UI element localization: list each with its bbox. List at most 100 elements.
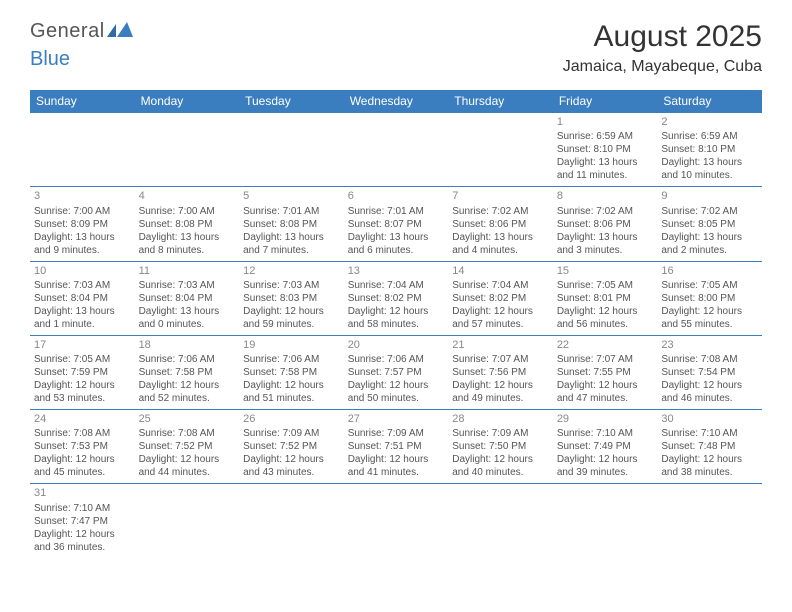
day-number: 16 <box>661 264 758 278</box>
calendar-cell: 18Sunrise: 7:06 AMSunset: 7:58 PMDayligh… <box>135 335 240 409</box>
logo-text-general: General <box>30 20 105 43</box>
daylight-text: and 38 minutes. <box>661 466 758 479</box>
sunrise-text: Sunrise: 7:09 AM <box>348 427 445 440</box>
sunset-text: Sunset: 8:02 PM <box>452 292 549 305</box>
sunrise-text: Sunrise: 7:05 AM <box>34 353 131 366</box>
sunset-text: Sunset: 7:48 PM <box>661 440 758 453</box>
daylight-text: and 4 minutes. <box>452 244 549 257</box>
calendar-cell: 4Sunrise: 7:00 AMSunset: 8:08 PMDaylight… <box>135 187 240 261</box>
daylight-text: Daylight: 12 hours <box>661 453 758 466</box>
day-number: 11 <box>139 264 236 278</box>
daylight-text: and 56 minutes. <box>557 318 654 331</box>
daylight-text: Daylight: 12 hours <box>557 453 654 466</box>
calendar-cell: 17Sunrise: 7:05 AMSunset: 7:59 PMDayligh… <box>30 335 135 409</box>
daylight-text: and 3 minutes. <box>557 244 654 257</box>
day-number: 7 <box>452 189 549 203</box>
calendar-row: 3Sunrise: 7:00 AMSunset: 8:09 PMDaylight… <box>30 187 762 261</box>
sunset-text: Sunset: 7:59 PM <box>34 366 131 379</box>
daylight-text: Daylight: 13 hours <box>557 156 654 169</box>
calendar-cell: 26Sunrise: 7:09 AMSunset: 7:52 PMDayligh… <box>239 410 344 484</box>
day-number: 10 <box>34 264 131 278</box>
sunset-text: Sunset: 8:02 PM <box>348 292 445 305</box>
day-number: 15 <box>557 264 654 278</box>
day-number: 4 <box>139 189 236 203</box>
calendar-cell: 29Sunrise: 7:10 AMSunset: 7:49 PMDayligh… <box>553 410 658 484</box>
calendar-cell <box>553 484 658 558</box>
calendar-cell: 11Sunrise: 7:03 AMSunset: 8:04 PMDayligh… <box>135 261 240 335</box>
sunrise-text: Sunrise: 7:03 AM <box>34 279 131 292</box>
daylight-text: Daylight: 12 hours <box>34 528 131 541</box>
day-header: Friday <box>553 90 658 113</box>
calendar-cell <box>30 113 135 187</box>
daylight-text: Daylight: 13 hours <box>34 231 131 244</box>
logo-row2: Blue <box>30 48 70 71</box>
daylight-text: Daylight: 12 hours <box>34 379 131 392</box>
sunrise-text: Sunrise: 7:02 AM <box>452 205 549 218</box>
daylight-text: Daylight: 13 hours <box>661 156 758 169</box>
sunrise-text: Sunrise: 7:00 AM <box>34 205 131 218</box>
sunset-text: Sunset: 8:06 PM <box>452 218 549 231</box>
daylight-text: Daylight: 12 hours <box>243 305 340 318</box>
daylight-text: Daylight: 13 hours <box>34 305 131 318</box>
daylight-text: and 10 minutes. <box>661 169 758 182</box>
calendar-cell: 15Sunrise: 7:05 AMSunset: 8:01 PMDayligh… <box>553 261 658 335</box>
daylight-text: Daylight: 12 hours <box>348 379 445 392</box>
daylight-text: and 55 minutes. <box>661 318 758 331</box>
daylight-text: Daylight: 13 hours <box>243 231 340 244</box>
day-number: 2 <box>661 115 758 129</box>
sunrise-text: Sunrise: 7:09 AM <box>243 427 340 440</box>
daylight-text: Daylight: 12 hours <box>34 453 131 466</box>
daylight-text: Daylight: 13 hours <box>452 231 549 244</box>
calendar-cell: 3Sunrise: 7:00 AMSunset: 8:09 PMDaylight… <box>30 187 135 261</box>
daylight-text: Daylight: 12 hours <box>661 305 758 318</box>
day-number: 17 <box>34 338 131 352</box>
calendar-table: Sunday Monday Tuesday Wednesday Thursday… <box>30 90 762 558</box>
sunrise-text: Sunrise: 7:04 AM <box>452 279 549 292</box>
calendar-cell <box>239 113 344 187</box>
day-number: 21 <box>452 338 549 352</box>
day-header-row: Sunday Monday Tuesday Wednesday Thursday… <box>30 90 762 113</box>
title-block: August 2025 Jamaica, Mayabeque, Cuba <box>563 20 762 76</box>
daylight-text: and 9 minutes. <box>34 244 131 257</box>
calendar-cell: 25Sunrise: 7:08 AMSunset: 7:52 PMDayligh… <box>135 410 240 484</box>
calendar-cell: 5Sunrise: 7:01 AMSunset: 8:08 PMDaylight… <box>239 187 344 261</box>
calendar-cell: 24Sunrise: 7:08 AMSunset: 7:53 PMDayligh… <box>30 410 135 484</box>
calendar-cell: 1Sunrise: 6:59 AMSunset: 8:10 PMDaylight… <box>553 113 658 187</box>
sunrise-text: Sunrise: 7:08 AM <box>139 427 236 440</box>
daylight-text: and 39 minutes. <box>557 466 654 479</box>
daylight-text: and 47 minutes. <box>557 392 654 405</box>
daylight-text: Daylight: 12 hours <box>139 379 236 392</box>
daylight-text: Daylight: 12 hours <box>557 305 654 318</box>
day-number: 31 <box>34 486 131 500</box>
sunset-text: Sunset: 8:09 PM <box>34 218 131 231</box>
calendar-cell: 23Sunrise: 7:08 AMSunset: 7:54 PMDayligh… <box>657 335 762 409</box>
sunrise-text: Sunrise: 7:06 AM <box>139 353 236 366</box>
calendar-cell: 6Sunrise: 7:01 AMSunset: 8:07 PMDaylight… <box>344 187 449 261</box>
calendar-cell <box>135 484 240 558</box>
daylight-text: Daylight: 13 hours <box>139 231 236 244</box>
sunrise-text: Sunrise: 7:07 AM <box>452 353 549 366</box>
day-header: Saturday <box>657 90 762 113</box>
calendar-row: 17Sunrise: 7:05 AMSunset: 7:59 PMDayligh… <box>30 335 762 409</box>
day-header: Tuesday <box>239 90 344 113</box>
calendar-cell: 16Sunrise: 7:05 AMSunset: 8:00 PMDayligh… <box>657 261 762 335</box>
sunrise-text: Sunrise: 7:05 AM <box>557 279 654 292</box>
daylight-text: and 59 minutes. <box>243 318 340 331</box>
sunrise-text: Sunrise: 7:02 AM <box>661 205 758 218</box>
daylight-text: Daylight: 12 hours <box>243 453 340 466</box>
daylight-text: and 41 minutes. <box>348 466 445 479</box>
daylight-text: and 51 minutes. <box>243 392 340 405</box>
day-number: 6 <box>348 189 445 203</box>
sunset-text: Sunset: 7:56 PM <box>452 366 549 379</box>
day-number: 26 <box>243 412 340 426</box>
calendar-cell: 30Sunrise: 7:10 AMSunset: 7:48 PMDayligh… <box>657 410 762 484</box>
day-header: Monday <box>135 90 240 113</box>
sunrise-text: Sunrise: 7:06 AM <box>243 353 340 366</box>
sunset-text: Sunset: 7:51 PM <box>348 440 445 453</box>
calendar-cell <box>344 484 449 558</box>
calendar-cell <box>344 113 449 187</box>
daylight-text: Daylight: 12 hours <box>452 379 549 392</box>
calendar-cell: 28Sunrise: 7:09 AMSunset: 7:50 PMDayligh… <box>448 410 553 484</box>
sunset-text: Sunset: 8:04 PM <box>34 292 131 305</box>
sunrise-text: Sunrise: 7:03 AM <box>243 279 340 292</box>
